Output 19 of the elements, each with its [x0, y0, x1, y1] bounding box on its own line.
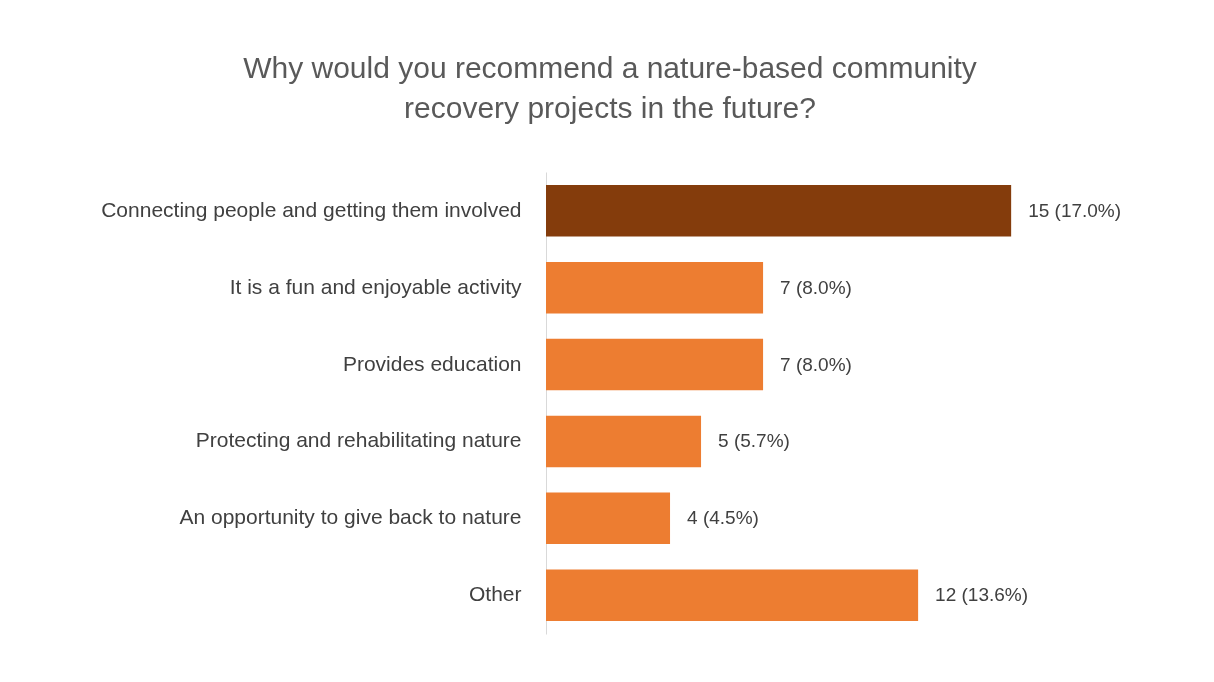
- data-label: 7 (8.0%): [780, 276, 852, 298]
- bar: [546, 261, 764, 314]
- y-tick-label: It is a fun and enjoyable activity: [229, 274, 522, 298]
- chart-title: Why would you recommend a nature-based community recovery projects in the future?: [243, 51, 977, 124]
- data-label: 4 (4.5%): [687, 507, 759, 529]
- y-tick-label: Other: [468, 582, 522, 606]
- y-tick-label: An opportunity to give back to nature: [179, 505, 522, 529]
- data-label: 7 (8.0%): [780, 353, 852, 375]
- data-label: 12 (13.6%): [935, 584, 1029, 606]
- data-label: 5 (5.7%): [718, 430, 790, 452]
- y-tick-label: Connecting people and getting them involved: [101, 197, 522, 221]
- bar: [546, 569, 919, 621]
- y-tick-label: Protecting and rehabilitating nature: [195, 428, 522, 452]
- bar: [546, 185, 1012, 237]
- data-label: 15 (17.0%): [1028, 199, 1122, 221]
- bar: [546, 492, 671, 545]
- y-tick-label: Provides education: [342, 351, 522, 375]
- bar: [546, 415, 702, 468]
- bar: [546, 338, 764, 391]
